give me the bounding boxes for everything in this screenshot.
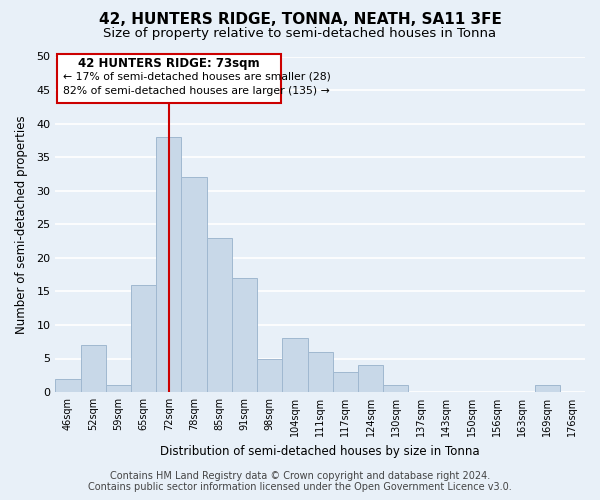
Bar [283,338,308,392]
Bar [333,372,358,392]
Bar [156,137,181,392]
Bar [308,352,333,392]
Bar [206,238,232,392]
Bar [80,345,106,392]
Text: 42, HUNTERS RIDGE, TONNA, NEATH, SA11 3FE: 42, HUNTERS RIDGE, TONNA, NEATH, SA11 3F… [98,12,502,28]
Text: Contains HM Land Registry data © Crown copyright and database right 2024.
Contai: Contains HM Land Registry data © Crown c… [88,471,512,492]
Bar [106,386,131,392]
Text: Size of property relative to semi-detached houses in Tonna: Size of property relative to semi-detach… [103,28,497,40]
Bar [232,278,257,392]
Bar [383,386,409,392]
Bar [358,365,383,392]
Text: 42 HUNTERS RIDGE: 73sqm: 42 HUNTERS RIDGE: 73sqm [78,57,260,70]
Bar [181,178,206,392]
Y-axis label: Number of semi-detached properties: Number of semi-detached properties [15,115,28,334]
Bar [535,386,560,392]
X-axis label: Distribution of semi-detached houses by size in Tonna: Distribution of semi-detached houses by … [160,444,480,458]
Text: 82% of semi-detached houses are larger (135) →: 82% of semi-detached houses are larger (… [63,86,329,96]
Text: ← 17% of semi-detached houses are smaller (28): ← 17% of semi-detached houses are smalle… [63,72,331,82]
Bar [55,378,80,392]
Bar [257,358,283,392]
Bar [131,284,156,392]
FancyBboxPatch shape [56,54,281,104]
